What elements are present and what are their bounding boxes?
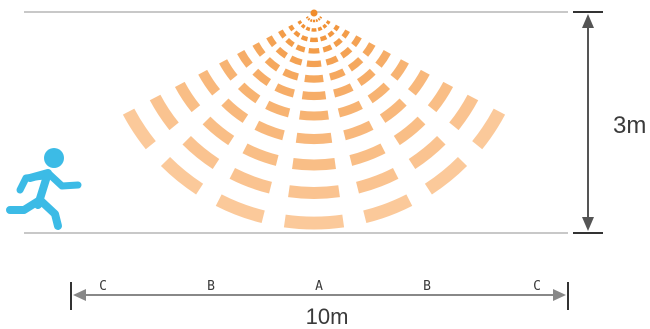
wave-segment [322,23,328,29]
wave-segment [288,24,295,32]
wave-segment [351,35,362,48]
wave-segment [219,59,238,81]
wave-segment [333,37,343,48]
zone-label-a: A [315,279,323,294]
wave-segment [237,82,261,104]
wave-segment [299,110,329,121]
wave-segment [317,17,321,21]
wave-segment [215,194,265,224]
wave-segment [275,46,288,59]
wave-segment [278,29,287,39]
wave-segment [356,68,376,87]
wave-segment [237,49,253,68]
wave-segment [322,44,333,53]
wave-segment [285,37,295,48]
wave-segment [149,94,179,131]
wave-segment [319,35,328,42]
height-label: 3m [613,112,646,139]
wave-segment [160,156,204,195]
wave-segment [292,158,336,171]
zone-label-c-left: C [99,279,107,294]
wave-segment [301,91,327,101]
wave-segment [274,83,295,98]
wave-segment [375,49,391,68]
height-dimension [573,11,603,234]
wave-segment [317,26,323,32]
wave-segment [242,143,279,166]
wave-segment [343,120,374,141]
wave-segment [288,185,340,199]
wave-segment [355,167,399,194]
zone-label-b-left: B [207,279,215,294]
zone-label-c-right: C [533,279,541,294]
running-person-icon [6,148,82,230]
zone-label-b-right: B [423,279,431,294]
wave-segment [252,42,266,57]
wave-segment [295,132,333,145]
wave-segment [122,108,156,150]
wave-segment [307,17,311,21]
wave-segment [221,98,249,123]
wave-segment [408,135,446,170]
wave-segment [305,16,309,19]
wave-segment [424,156,468,195]
wave-segment [304,74,324,83]
wave-segment [363,194,413,224]
wave-segment [265,100,291,118]
width-dimension [70,282,569,310]
wave-segment [367,82,391,104]
wave-segment [449,94,479,131]
wave-segment [315,18,319,23]
wave-segment [297,20,303,25]
wave-segment [340,46,353,59]
wave-segment [390,59,409,81]
wave-segment [252,68,272,87]
wave-segment [325,55,339,66]
wave-segment [229,167,273,194]
wave-segment [333,24,340,32]
wave-segment [198,69,221,96]
wave-segment [319,16,323,19]
wave-segment [283,214,345,230]
wave-segment [266,35,277,48]
wave-segment [472,108,506,150]
wave-segment [202,116,235,146]
wave-segment [174,81,201,113]
wave-segment [341,29,350,39]
wave-segment [282,68,299,81]
detection-waves [122,16,506,230]
wave-segment [300,35,309,42]
wave-segment [337,100,363,118]
wave-segment [300,23,306,29]
motion-sensor-icon [310,9,318,17]
wave-segment [347,57,364,72]
wave-segment [327,30,335,38]
wave-segment [329,68,346,81]
wave-segment [264,57,281,72]
wave-segment [393,116,426,146]
wave-segment [305,26,311,32]
wave-segment [379,98,407,123]
wave-segment [333,83,354,98]
wave-segment [254,120,285,141]
wave-segment [309,18,313,23]
wave-segment [362,42,376,57]
wave-segment [182,135,220,170]
width-label: 10m [306,304,349,329]
wave-segment [295,44,306,53]
wave-segment [325,20,331,25]
wave-segment [407,69,430,96]
wave-segment [289,55,303,66]
wave-segment [427,81,454,113]
wave-segment [293,30,301,38]
wave-segment [349,143,386,166]
